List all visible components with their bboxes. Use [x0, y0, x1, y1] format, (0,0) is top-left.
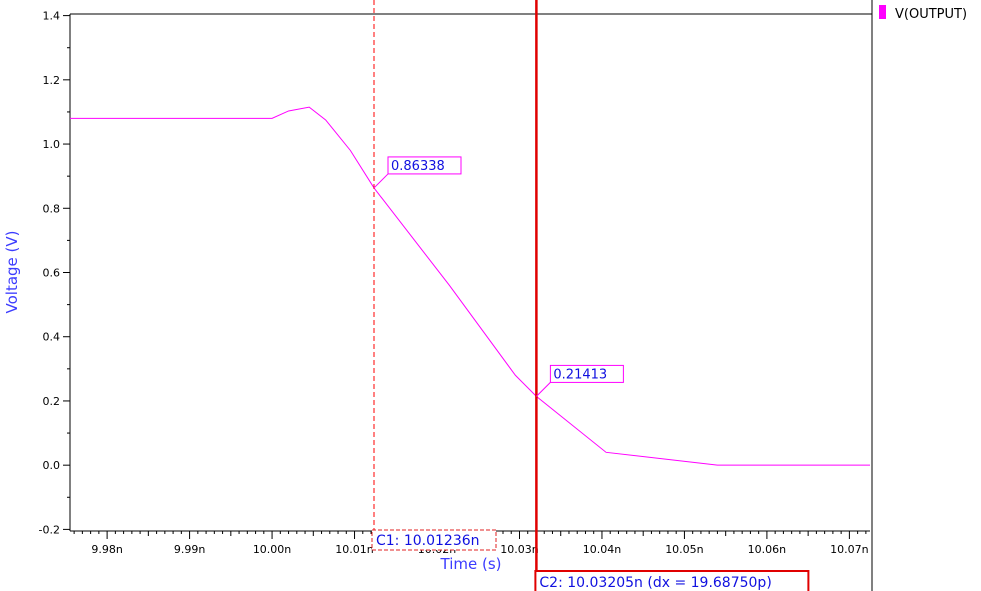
cursor-c1-label-box — [371, 529, 497, 551]
x-tick-label: 9.98n — [91, 543, 122, 556]
y-tick-label: 0.6 — [43, 267, 61, 280]
y-tick-label: 1.2 — [43, 74, 61, 87]
x-tick-label: 9.99n — [174, 543, 205, 556]
y-tick-label: 0.2 — [43, 395, 61, 408]
x-axis-title: Time (s) — [440, 555, 502, 573]
x-ticks: 9.98n9.99n10.00n10.01n10.02n10.03n10.04n… — [73, 531, 869, 556]
marker-leader-line — [373, 173, 389, 189]
y-tick-label: 0.8 — [43, 202, 61, 215]
cursor-c2-label: C2: 10.03205n (dx = 19.68750p) — [539, 575, 771, 591]
x-tick-label: 10.00n — [253, 543, 291, 556]
x-tick-label: 10.01n — [335, 543, 373, 556]
x-tick-label: 10.07n — [830, 543, 868, 556]
x-tick-label: 10.06n — [748, 543, 786, 556]
marker-layer: 0.86338 0.21413 — [373, 156, 624, 397]
y-tick-label: 0.4 — [43, 331, 61, 344]
series-line-v-output — [70, 106, 870, 466]
series-layer — [70, 106, 870, 466]
cursor-layer: C1: 10.01236n C2: 10.03205n (dx = 19.6875… — [371, 0, 810, 591]
marker-label-box — [549, 364, 624, 383]
cursor-c2-label-box — [534, 570, 810, 591]
x-tick-label: 10.03n — [500, 543, 538, 556]
y-axis-title: Voltage (V) — [3, 231, 21, 314]
y-tick-label: 1.0 — [43, 138, 61, 151]
x-tick-label: 10.05n — [665, 543, 703, 556]
marker-leader-line — [536, 382, 551, 397]
marker-label-2: 0.21413 — [553, 367, 607, 382]
legend: V(OUTPUT) — [879, 5, 967, 22]
cursor-c1-label: C1: 10.01236n — [376, 533, 480, 549]
y-tick-label: -0.2 — [39, 523, 60, 536]
y-tick-label: 0.0 — [43, 459, 61, 472]
legend-swatch-v-output — [879, 5, 886, 19]
y-ticks: -0.2 0.0 0.2 0.4 0.6 0.8 1.0 1.2 1.4 — [39, 10, 70, 536]
marker-label-box — [387, 156, 462, 175]
x-tick-label: 10.04n — [583, 543, 621, 556]
y-tick-label: 1.4 — [43, 10, 61, 23]
legend-label-v-output: V(OUTPUT) — [895, 7, 967, 22]
marker-label-1: 0.86338 — [391, 159, 445, 174]
